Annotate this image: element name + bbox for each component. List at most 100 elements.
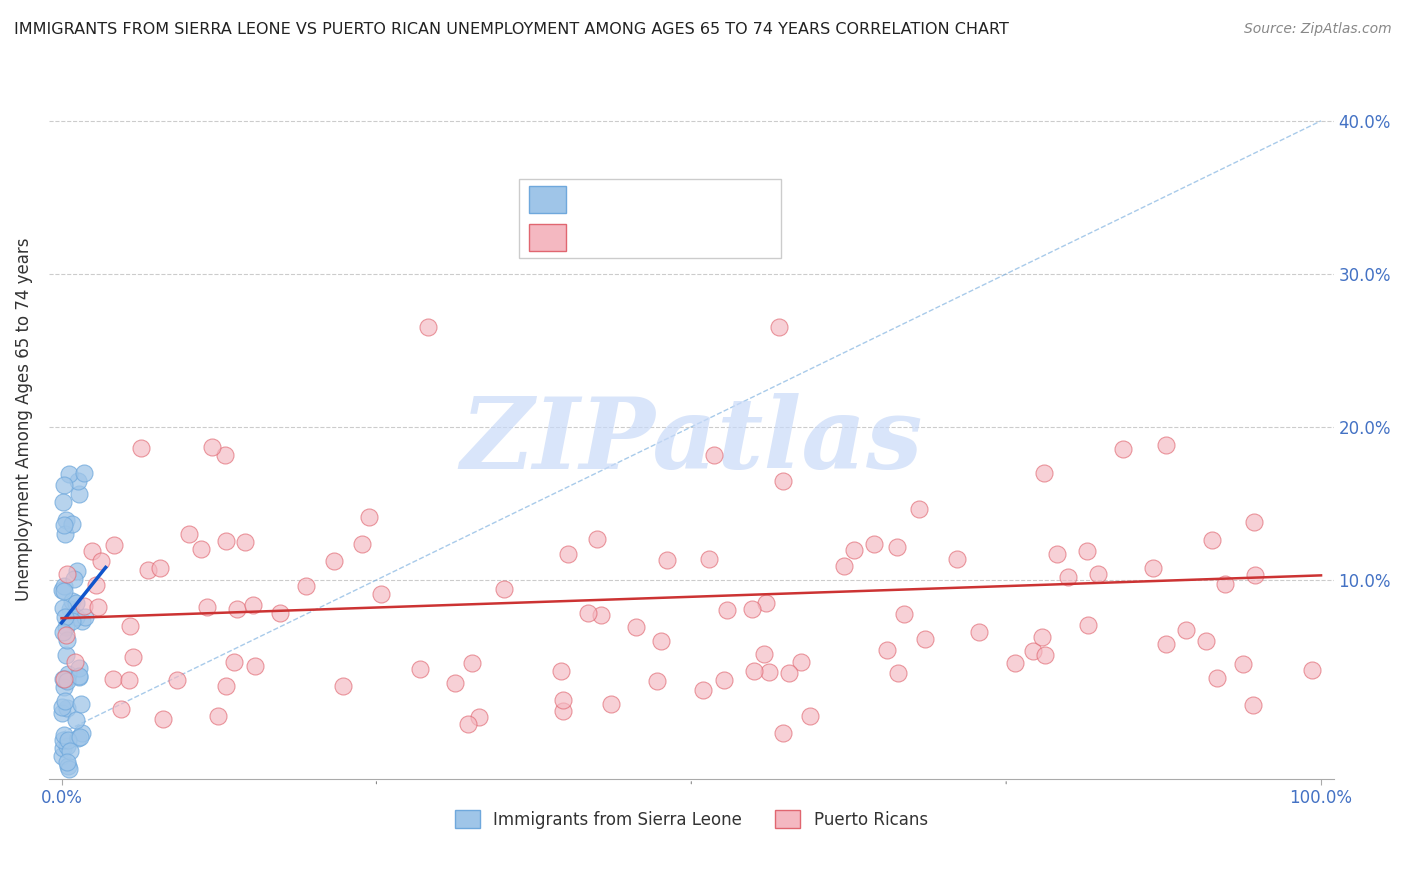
Text: ZIPatlas: ZIPatlas (460, 392, 922, 489)
Point (1232, 657, 1254, 672)
Point (52, 624, 75, 639)
Point (1243, 516, 1265, 530)
Point (56, 632, 79, 647)
Point (52, 732, 75, 747)
Point (323, 553, 346, 567)
Point (52, 672, 75, 686)
Point (122, 650, 145, 665)
Point (713, 673, 735, 687)
Point (1206, 671, 1229, 685)
Point (55, 610, 77, 624)
Point (586, 532, 609, 546)
Point (886, 540, 908, 554)
Point (52, 584, 75, 599)
Point (589, 608, 612, 623)
Point (1004, 657, 1026, 671)
Point (551, 704, 574, 718)
Point (201, 441, 224, 455)
Point (893, 607, 915, 622)
Point (576, 606, 599, 620)
Point (789, 655, 811, 669)
FancyBboxPatch shape (519, 179, 780, 258)
Point (90, 554, 112, 568)
Point (51, 749, 73, 764)
Point (457, 717, 479, 731)
Point (60, 593, 83, 607)
Point (716, 603, 738, 617)
Point (73, 466, 96, 480)
Point (55, 526, 77, 541)
Point (51, 700, 73, 714)
Point (1241, 698, 1264, 712)
Point (862, 537, 884, 551)
Point (55, 513, 77, 527)
Text: N = 55: N = 55 (668, 192, 725, 207)
Point (214, 449, 236, 463)
Point (73, 599, 96, 613)
Point (772, 725, 794, 739)
Point (152, 712, 174, 726)
Point (914, 632, 936, 646)
Point (697, 552, 720, 566)
Point (215, 534, 238, 549)
Point (53, 518, 76, 533)
Point (1244, 568, 1267, 582)
Text: IMMIGRANTS FROM SIERRA LEONE VS PUERTO RICAN UNEMPLOYMENT AMONG AGES 65 TO 74 YE: IMMIGRANTS FROM SIERRA LEONE VS PUERTO R… (14, 22, 1010, 37)
Point (1213, 577, 1236, 591)
Point (118, 619, 141, 633)
Point (67, 487, 90, 501)
Point (58, 467, 80, 482)
Point (467, 710, 489, 724)
Point (650, 634, 672, 648)
Point (370, 587, 392, 601)
Point (63, 656, 86, 670)
Point (80, 543, 103, 558)
Point (492, 582, 515, 596)
Point (908, 501, 931, 516)
Point (69, 697, 91, 711)
Point (67, 474, 90, 488)
Point (222, 655, 245, 669)
Point (53, 681, 76, 695)
Point (51, 582, 73, 597)
Point (53, 728, 76, 742)
Point (844, 543, 866, 558)
Point (53, 579, 76, 593)
Point (56, 756, 79, 770)
Text: N = 110: N = 110 (668, 230, 735, 245)
Point (1301, 663, 1323, 677)
Point (460, 656, 482, 670)
Point (295, 579, 318, 593)
Point (1031, 630, 1053, 644)
Point (242, 598, 264, 612)
Point (600, 697, 623, 711)
Point (702, 448, 724, 462)
Point (1033, 466, 1056, 480)
Point (67, 669, 90, 683)
Point (1087, 566, 1109, 581)
Point (1154, 637, 1177, 651)
Point (754, 647, 776, 661)
Point (73, 609, 96, 624)
Point (65, 610, 87, 624)
Point (1201, 533, 1223, 547)
Point (60, 615, 83, 629)
Point (755, 597, 778, 611)
Point (136, 563, 159, 577)
Point (1077, 618, 1099, 632)
Point (778, 665, 800, 680)
Point (832, 558, 855, 573)
Point (56, 701, 79, 715)
Point (84, 578, 107, 592)
Point (768, 320, 790, 334)
Point (1076, 544, 1098, 558)
Point (55, 620, 77, 634)
Point (1111, 442, 1133, 456)
Point (1195, 634, 1218, 648)
Text: Source: ZipAtlas.com: Source: ZipAtlas.com (1244, 22, 1392, 37)
Legend: Immigrants from Sierra Leone, Puerto Ricans: Immigrants from Sierra Leone, Puerto Ric… (449, 804, 935, 835)
Point (103, 538, 125, 552)
Point (177, 527, 200, 541)
Point (60, 517, 83, 532)
Point (55, 672, 77, 686)
